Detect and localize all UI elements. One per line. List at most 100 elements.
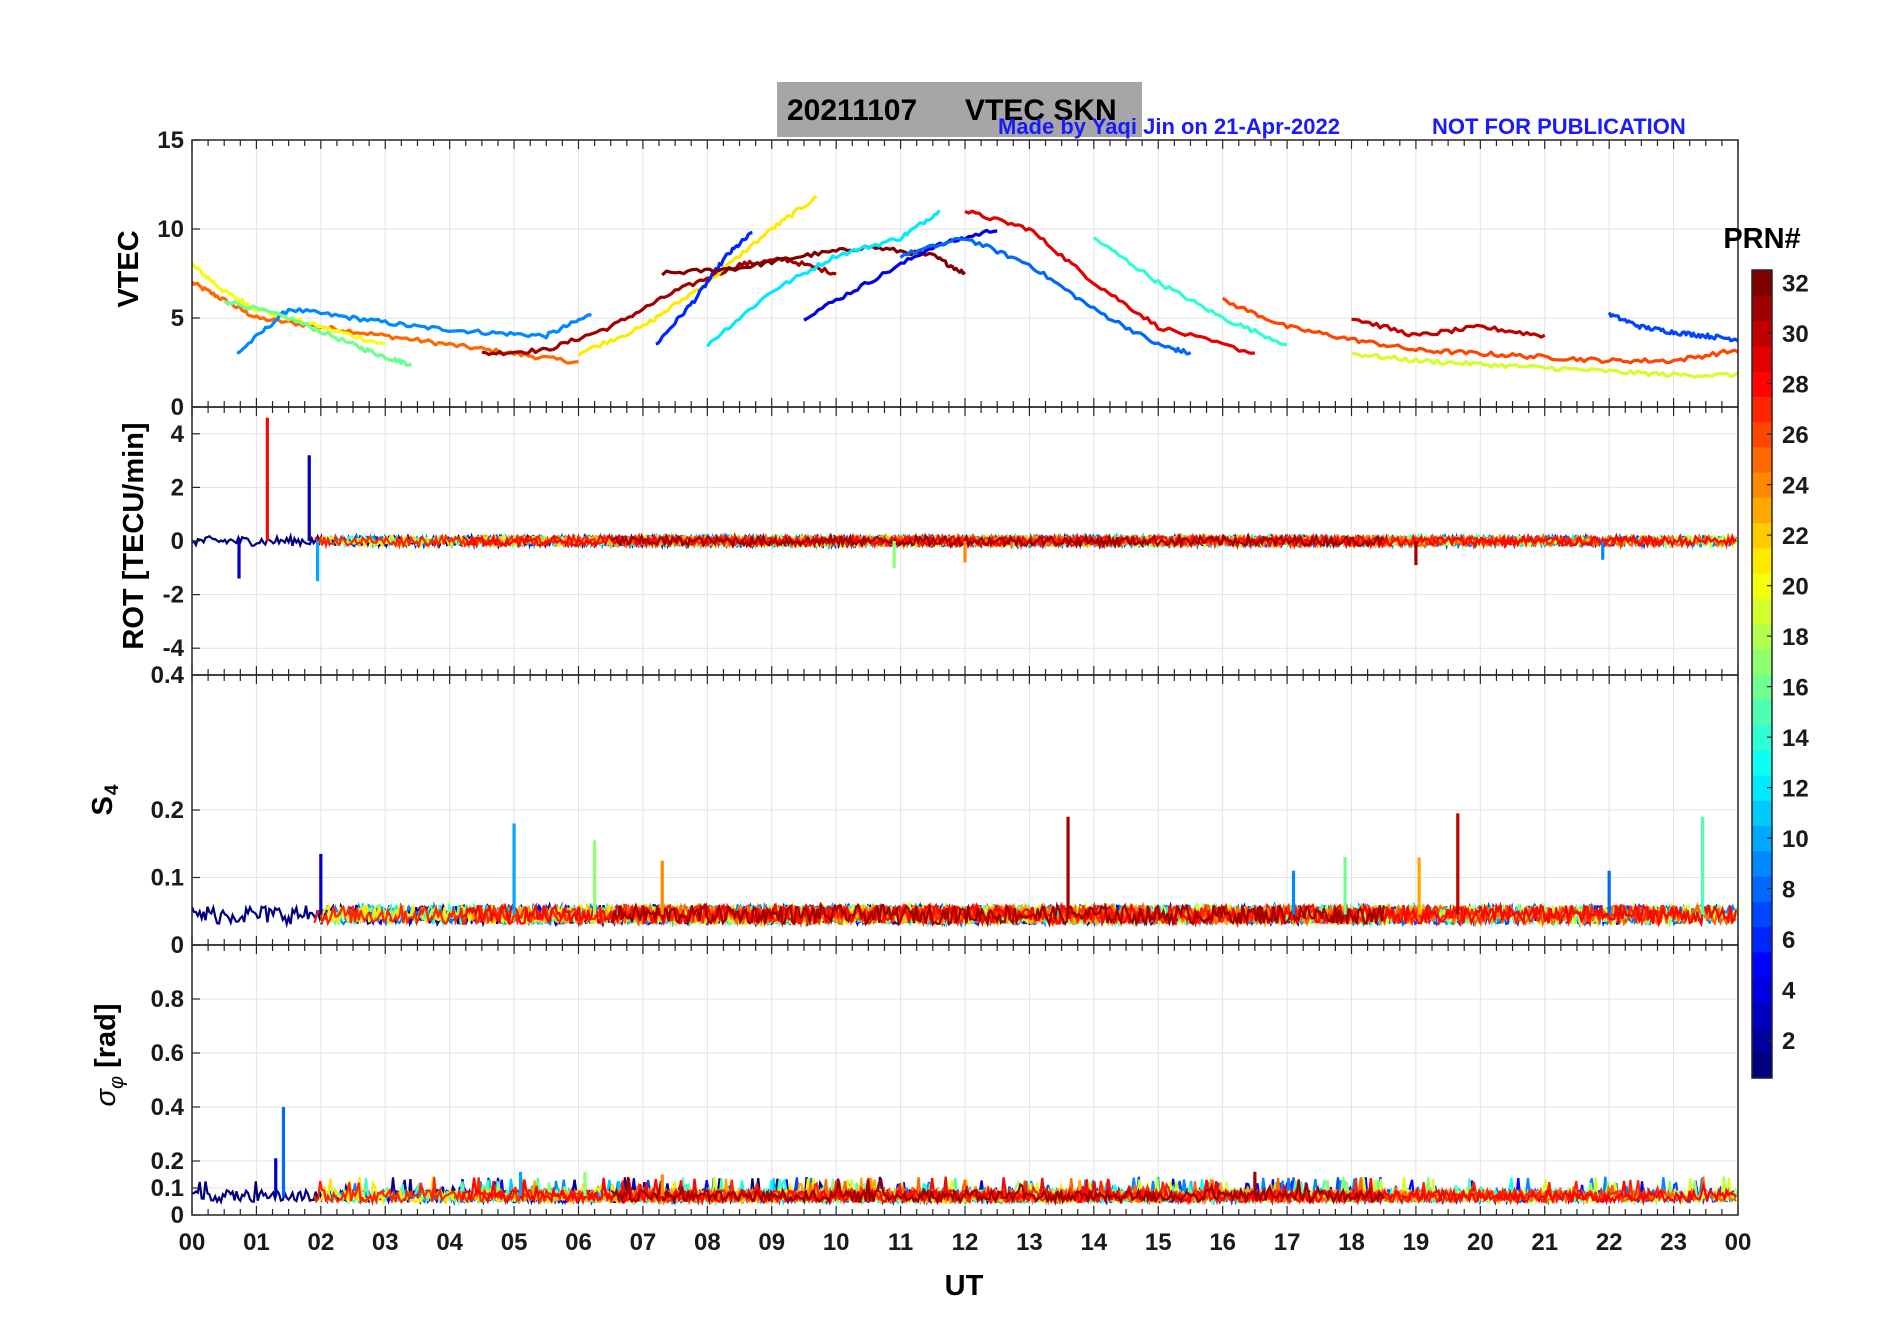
vtec-line-prn-32	[661, 244, 967, 277]
panels: 051015-4-202400.10.20.400.10.20.40.60.80…	[151, 127, 1752, 1256]
rot-ytick-label: -4	[163, 635, 185, 662]
colorbar-segment	[1752, 320, 1772, 347]
x-tick-label: 03	[372, 1229, 399, 1256]
sigma-ytick-label: 0.8	[151, 986, 184, 1013]
sigma-ylabel: σφ [rad]	[90, 1003, 128, 1106]
x-tick-label: 17	[1274, 1229, 1301, 1256]
vtec-line-prn-26	[1221, 296, 1738, 365]
colorbar-tick-label: 10	[1782, 826, 1809, 853]
title-box	[777, 82, 1142, 137]
vtec-ytick-label: 15	[157, 127, 184, 154]
vtec-ylabel: VTEC	[113, 230, 145, 307]
vtec-line-prn-7	[1607, 311, 1738, 343]
colorbar-tick-label: 16	[1782, 675, 1809, 702]
x-tick-label: 23	[1660, 1229, 1687, 1256]
colorbar-segment	[1752, 421, 1772, 448]
x-tick-label: 01	[243, 1229, 270, 1256]
colorbar-segment	[1752, 648, 1772, 675]
colorbar-tick-label: 8	[1782, 877, 1795, 904]
s4-ytick-label: 0.1	[151, 865, 184, 892]
vtec-panel: 0 5 10 15	[157, 127, 1739, 421]
colorbar-tick-label: 2	[1782, 1028, 1795, 1055]
colorbar-tick-label: 30	[1782, 321, 1809, 348]
title-label: VTEC SKN	[965, 94, 1117, 127]
x-tick-label: 18	[1338, 1229, 1365, 1256]
x-tick-label: 06	[565, 1229, 592, 1256]
vtec-line-prn-8	[899, 236, 1192, 356]
sigma-ytick-label: 0.6	[151, 1040, 184, 1067]
colorbar-segment	[1752, 926, 1772, 953]
x-tick-label: 14	[1080, 1229, 1107, 1256]
sigma-panel: 00.10.2 0.4 0.6 0.8 00 01 02 03 04 05 06 07 08 09 10 11…	[151, 944, 1751, 1256]
s4-line-prn-31	[610, 901, 1385, 928]
rot-ytick-label: 4	[171, 421, 185, 448]
sigma-line-prn-28	[461, 1176, 1737, 1207]
s4-ytick-label: 0	[171, 932, 184, 959]
vtec-ytick-label: 0	[171, 394, 184, 421]
colorbar-segment	[1752, 573, 1772, 599]
colorbar-segment	[1752, 775, 1772, 801]
colorbar-segment	[1752, 598, 1772, 625]
colorbar-tick-label: 22	[1782, 523, 1809, 550]
colorbar-segment	[1752, 876, 1772, 902]
x-tick-label: 00	[179, 1229, 206, 1256]
colorbar-segment	[1752, 345, 1772, 372]
colorbar-tick-label: 6	[1782, 927, 1795, 954]
s4-panel: 0 0.1 0.2 0.4	[151, 662, 1739, 959]
vtec-line-prn-12	[706, 209, 941, 348]
x-axis-label: UT	[945, 1270, 984, 1302]
x-tick-label: 19	[1403, 1229, 1430, 1256]
x-tick-label: 15	[1145, 1229, 1172, 1256]
sigma-data	[192, 1107, 1738, 1207]
colorbar-segment	[1752, 699, 1772, 726]
colorbar-segment	[1752, 800, 1772, 827]
x-tick-label: 12	[952, 1229, 979, 1256]
vtec-line-prn-29	[964, 209, 1255, 355]
x-tick-label: 09	[758, 1229, 785, 1256]
x-tick-label: 07	[630, 1229, 657, 1256]
s4-ytick-label: 0.4	[151, 662, 185, 689]
colorbar-tick-label: 18	[1782, 624, 1809, 651]
s4-ylabel: S4	[87, 784, 123, 815]
x-tick-label: 05	[501, 1229, 528, 1256]
colorbar-tick-label: 24	[1782, 473, 1809, 500]
sigma-ytick-label: 0.4	[151, 1094, 185, 1121]
rot-line-prn-31	[610, 532, 1385, 550]
vtec-line-prn-19	[1351, 352, 1738, 379]
colorbar-segment	[1752, 724, 1772, 751]
colorbar-segment	[1752, 396, 1772, 423]
sigma-ytick-label: 0.1	[151, 1175, 184, 1202]
colorbar-title: PRN#	[1723, 223, 1800, 255]
colorbar-tick-label: 4	[1782, 978, 1796, 1005]
vtec-line-prn-20	[192, 262, 386, 346]
colorbar-segment	[1752, 749, 1772, 776]
colorbar-tick-label: 20	[1782, 574, 1809, 601]
x-tick-label: 20	[1467, 1229, 1494, 1256]
credit-text: Made by Yaqi Jin on 21-Apr-2022	[998, 114, 1340, 139]
colorbar-tick-label: 26	[1782, 422, 1809, 449]
vtec-ytick-label: 10	[157, 216, 184, 243]
colorbar-segment	[1752, 951, 1772, 978]
colorbar-segment	[1752, 901, 1772, 928]
colorbar-segment	[1752, 371, 1772, 397]
colorbar-segment	[1752, 497, 1772, 524]
x-tick-label: 08	[694, 1229, 721, 1256]
colorbar-tick-label: 32	[1782, 271, 1809, 298]
x-tick-label: 21	[1531, 1229, 1558, 1256]
colorbar-segment	[1752, 547, 1772, 574]
colorbar-tick-label: 28	[1782, 372, 1809, 399]
colorbar-segment	[1752, 850, 1772, 877]
vtec-line-prn-16	[223, 299, 413, 367]
colorbar-frame	[1751, 269, 1773, 1079]
colorbar-segment	[1752, 1052, 1772, 1079]
vtec-line-prn-30	[1351, 317, 1546, 339]
colorbar-segment	[1752, 472, 1772, 498]
colorbar-segment	[1752, 295, 1772, 322]
x-tick-label: 22	[1596, 1229, 1623, 1256]
rot-ytick-label: 2	[171, 474, 184, 501]
colorbar-segment	[1752, 674, 1772, 700]
vtec-ytick-label: 5	[171, 305, 184, 332]
vtec-data	[192, 195, 1738, 379]
colorbar-segment	[1752, 522, 1772, 549]
